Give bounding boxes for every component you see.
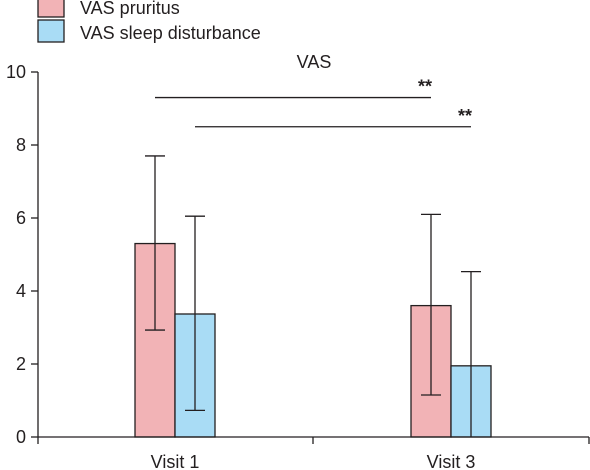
y-tick-label-10: 10 [6, 62, 26, 82]
y-tick-label-2: 2 [16, 354, 26, 374]
y-tick-label-6: 6 [16, 208, 26, 228]
error-bars [145, 155, 481, 437]
axes: 0 2 4 6 8 10 Visit 1 Visit 3 [6, 62, 590, 470]
bars [134, 242, 492, 438]
significance-annotations: ** ** [155, 77, 472, 128]
chart-title: VAS [297, 52, 332, 72]
legend-label-1: VAS sleep disturbance [80, 23, 261, 43]
x-tick-label-visit-1: Visit 1 [151, 452, 200, 470]
x-tick-label-visit-3: Visit 3 [427, 452, 476, 470]
y-tick-label-8: 8 [16, 135, 26, 155]
legend-label-0: VAS pruritus [80, 0, 180, 18]
legend-swatch-0 [37, 0, 65, 18]
legend-swatch-1 [37, 19, 65, 43]
legend: VAS pruritus VAS sleep disturbance [37, 0, 261, 43]
y-tick-label-4: 4 [16, 281, 26, 301]
significance-label-0: ** [418, 77, 432, 97]
significance-label-1: ** [458, 106, 472, 126]
y-tick-label-0: 0 [16, 427, 26, 447]
